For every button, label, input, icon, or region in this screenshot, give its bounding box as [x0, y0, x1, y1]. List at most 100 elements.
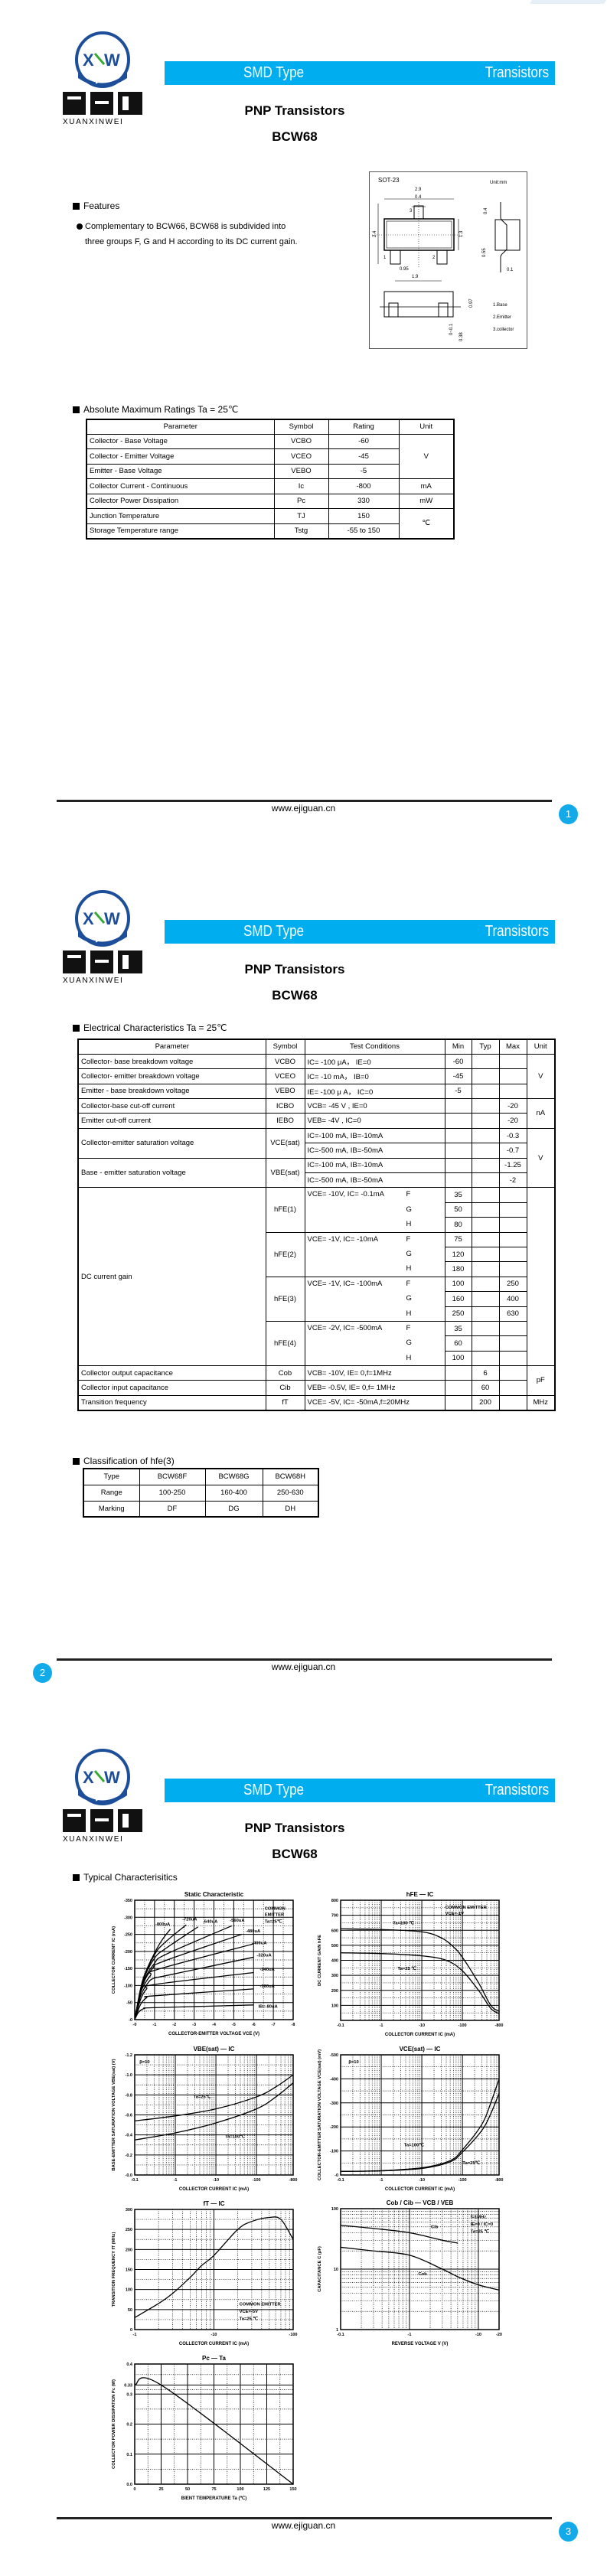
- grade-label: F: [406, 1279, 411, 1288]
- series-line: [134, 1956, 254, 2020]
- cell-typ: 6: [471, 1365, 500, 1381]
- chart-title: Cob / Cib — VCB / VEB: [387, 2199, 454, 2206]
- cell-symbol: Cob: [265, 1365, 305, 1381]
- footer-url[interactable]: www.ejiguan.cn: [271, 2520, 336, 2531]
- cell-param: Junction Temperature: [86, 508, 275, 524]
- cell-max: -20: [498, 1113, 527, 1129]
- cell: 100-250: [139, 1484, 206, 1502]
- x-tick-label: -1: [380, 2178, 383, 2183]
- cell-symbol: ICBO: [265, 1098, 305, 1114]
- cell-unit: V: [526, 1127, 556, 1189]
- logo-text: XUANXINWEI: [63, 118, 123, 126]
- elec-heading-text: Electrical Characteristics Ta = 25℃: [83, 1022, 227, 1033]
- series-label: Ta=100℃: [225, 2134, 245, 2139]
- package-title: SOT-23: [378, 177, 400, 184]
- cell-condition: IC=-100 mA, IB=-10mA: [304, 1157, 445, 1174]
- cell-min: 80: [444, 1217, 472, 1233]
- cell-max: [498, 1217, 527, 1233]
- table-row: Type BCW68F BCW68G BCW68H: [83, 1468, 319, 1485]
- x-tick-label: -1: [133, 2333, 137, 2337]
- banner-type: SMD Type: [243, 1782, 305, 1798]
- bullet-icon: [77, 223, 83, 230]
- cell-param: Collector Power Dissipation: [86, 493, 275, 509]
- cell-max: 400: [498, 1291, 527, 1307]
- y-tick-label: -150: [124, 1967, 132, 1971]
- cell-typ: [471, 1335, 500, 1352]
- x-tick-label: -2: [172, 2023, 176, 2027]
- classification-heading-text: Classification of hfe(3): [83, 1456, 175, 1466]
- cell-param: Collector- base breakdown voltage: [77, 1053, 266, 1070]
- footer-url[interactable]: www.ejiguan.cn: [271, 803, 336, 814]
- cell-typ: [471, 1291, 500, 1307]
- cell-condition: VEB= -0.5V, IE= 0,f= 1MHz: [304, 1380, 445, 1396]
- y-tick-label: -500: [330, 2053, 338, 2058]
- cell: Marking: [83, 1500, 140, 1518]
- cell-param: Collector - Base Voltage: [86, 433, 275, 449]
- series-line: [134, 2377, 294, 2485]
- cell-param: DC current gain: [77, 1187, 266, 1367]
- chart-title: VBE(sat) — IC: [194, 2046, 235, 2053]
- cell-param: Storage Temperature range: [86, 523, 275, 539]
- svg-text:0.55: 0.55: [482, 248, 487, 257]
- series-line: [134, 1943, 254, 2020]
- page-number-badge: 1: [559, 804, 578, 824]
- square-bullet-icon: [73, 1457, 80, 1465]
- footer-url[interactable]: www.ejiguan.cn: [271, 1661, 336, 1672]
- svg-text:W: W: [104, 1768, 120, 1787]
- x-axis-label: COLLECTOR CURRENT IC (mA): [385, 2033, 455, 2037]
- cell-param: Transition frequency: [77, 1394, 266, 1411]
- cell-rating: -60: [328, 433, 400, 449]
- svg-text:0.4: 0.4: [415, 195, 422, 200]
- features-heading-text: Features: [83, 201, 120, 211]
- cell-typ: [471, 1113, 500, 1129]
- abs-max-heading-text: Absolute Maximum Ratings Ta = 25℃: [83, 404, 239, 415]
- condition-text: VCE= -1V, IC= -100mA: [307, 1279, 383, 1288]
- x-tick-label: 0: [133, 2487, 135, 2492]
- cell-max: [498, 1335, 527, 1352]
- package-unit: Unit:mm: [490, 181, 507, 185]
- cell-symbol: Ic: [273, 478, 329, 494]
- y-tick-label: 0.1: [126, 2453, 132, 2457]
- cell-max: [498, 1350, 527, 1367]
- cell: 250-630: [262, 1484, 319, 1502]
- column-header: Parameter: [77, 1039, 266, 1055]
- grade-label: H: [406, 1220, 412, 1229]
- cell-min: 180: [444, 1261, 472, 1277]
- y-tick-label: 0.0: [126, 2483, 132, 2487]
- x-tick-label: -10: [419, 2023, 425, 2028]
- table-row: Emitter - base breakdown voltage VEBO IE= …: [77, 1083, 555, 1100]
- cell-condition: VCE= -1V, IC= -100mA F G H: [304, 1276, 445, 1322]
- table-row: Collector Current - Continuous Ic -800 mA: [86, 478, 455, 494]
- cell-unit: mW: [398, 493, 455, 509]
- column-header: Min: [444, 1039, 472, 1055]
- table-row: 50: [78, 1202, 555, 1218]
- banner-category: Transistors: [485, 1782, 549, 1798]
- x-tick-label: 50: [185, 2487, 190, 2492]
- abs-max-heading: Absolute Maximum Ratings Ta = 25℃: [73, 404, 238, 415]
- table-row: hFE(2) VCE= -1V, IC= -10mA F G H 75: [78, 1231, 555, 1277]
- elec-heading: Electrical Characteristics Ta = 25℃: [73, 1022, 227, 1033]
- cell-max: [498, 1394, 527, 1411]
- cell-rating: -55 to 150: [328, 523, 400, 539]
- table-row: Collector-emitter saturation voltage VCE(…: [77, 1127, 556, 1189]
- square-bullet-icon: [73, 202, 80, 210]
- column-header: Rating: [328, 419, 400, 435]
- cell-min: [444, 1143, 472, 1159]
- series-label: -320uA: [256, 1953, 272, 1958]
- x-tick-label: 100: [237, 2487, 243, 2492]
- page-subtitle: PNP Transistors: [244, 1821, 345, 1835]
- y-tick-label: 0.33: [124, 2383, 132, 2388]
- cell-symbol: hFE(3): [265, 1276, 305, 1322]
- cell-typ: [471, 1202, 500, 1218]
- series-line: [340, 2246, 500, 2291]
- cell-param: Collector - Emitter Voltage: [86, 448, 275, 465]
- feature-item: Complementary to BCW66, BCW68 is subdivi…: [77, 219, 306, 249]
- x-tick-label: -5: [232, 2023, 236, 2027]
- typical-characteristics-charts: -0 -1 -2 -3 -4 -5 -6 -7 -8-0-50-100-150-200-250-…: [112, 1891, 504, 2501]
- cell-symbol: hFE(4): [265, 1320, 305, 1367]
- cell-typ: [471, 1276, 500, 1293]
- cell-param: Emitter - Base Voltage: [86, 463, 275, 479]
- cell-unit: ℃: [398, 508, 455, 539]
- cell-min: 75: [444, 1231, 472, 1247]
- svg-text:1.9: 1.9: [412, 275, 419, 279]
